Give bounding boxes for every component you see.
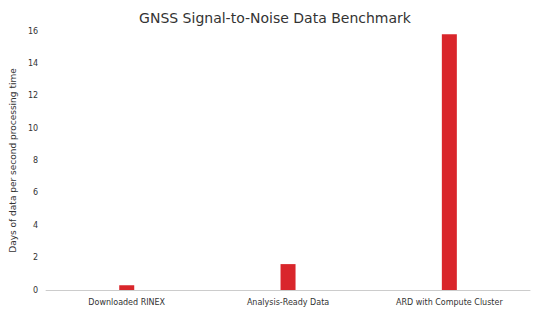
svg-text:14: 14 xyxy=(28,59,38,68)
svg-text:2: 2 xyxy=(33,253,38,262)
svg-text:0: 0 xyxy=(33,286,38,295)
svg-text:16: 16 xyxy=(28,27,38,36)
svg-text:4: 4 xyxy=(33,221,38,230)
svg-text:GNSS Signal-to-Noise Data Benc: GNSS Signal-to-Noise Data Benchmark xyxy=(139,10,412,26)
svg-text:12: 12 xyxy=(28,91,38,100)
svg-text:Analysis-Ready Data: Analysis-Ready Data xyxy=(247,298,329,307)
svg-text:6: 6 xyxy=(33,188,38,197)
svg-text:Downloaded RINEX: Downloaded RINEX xyxy=(88,298,165,307)
svg-text:10: 10 xyxy=(28,124,38,133)
svg-text:ARD with Compute Cluster: ARD with Compute Cluster xyxy=(396,298,503,307)
svg-text:8: 8 xyxy=(33,156,38,165)
svg-text:Days of data per second proces: Days of data per second processing time xyxy=(8,68,18,253)
